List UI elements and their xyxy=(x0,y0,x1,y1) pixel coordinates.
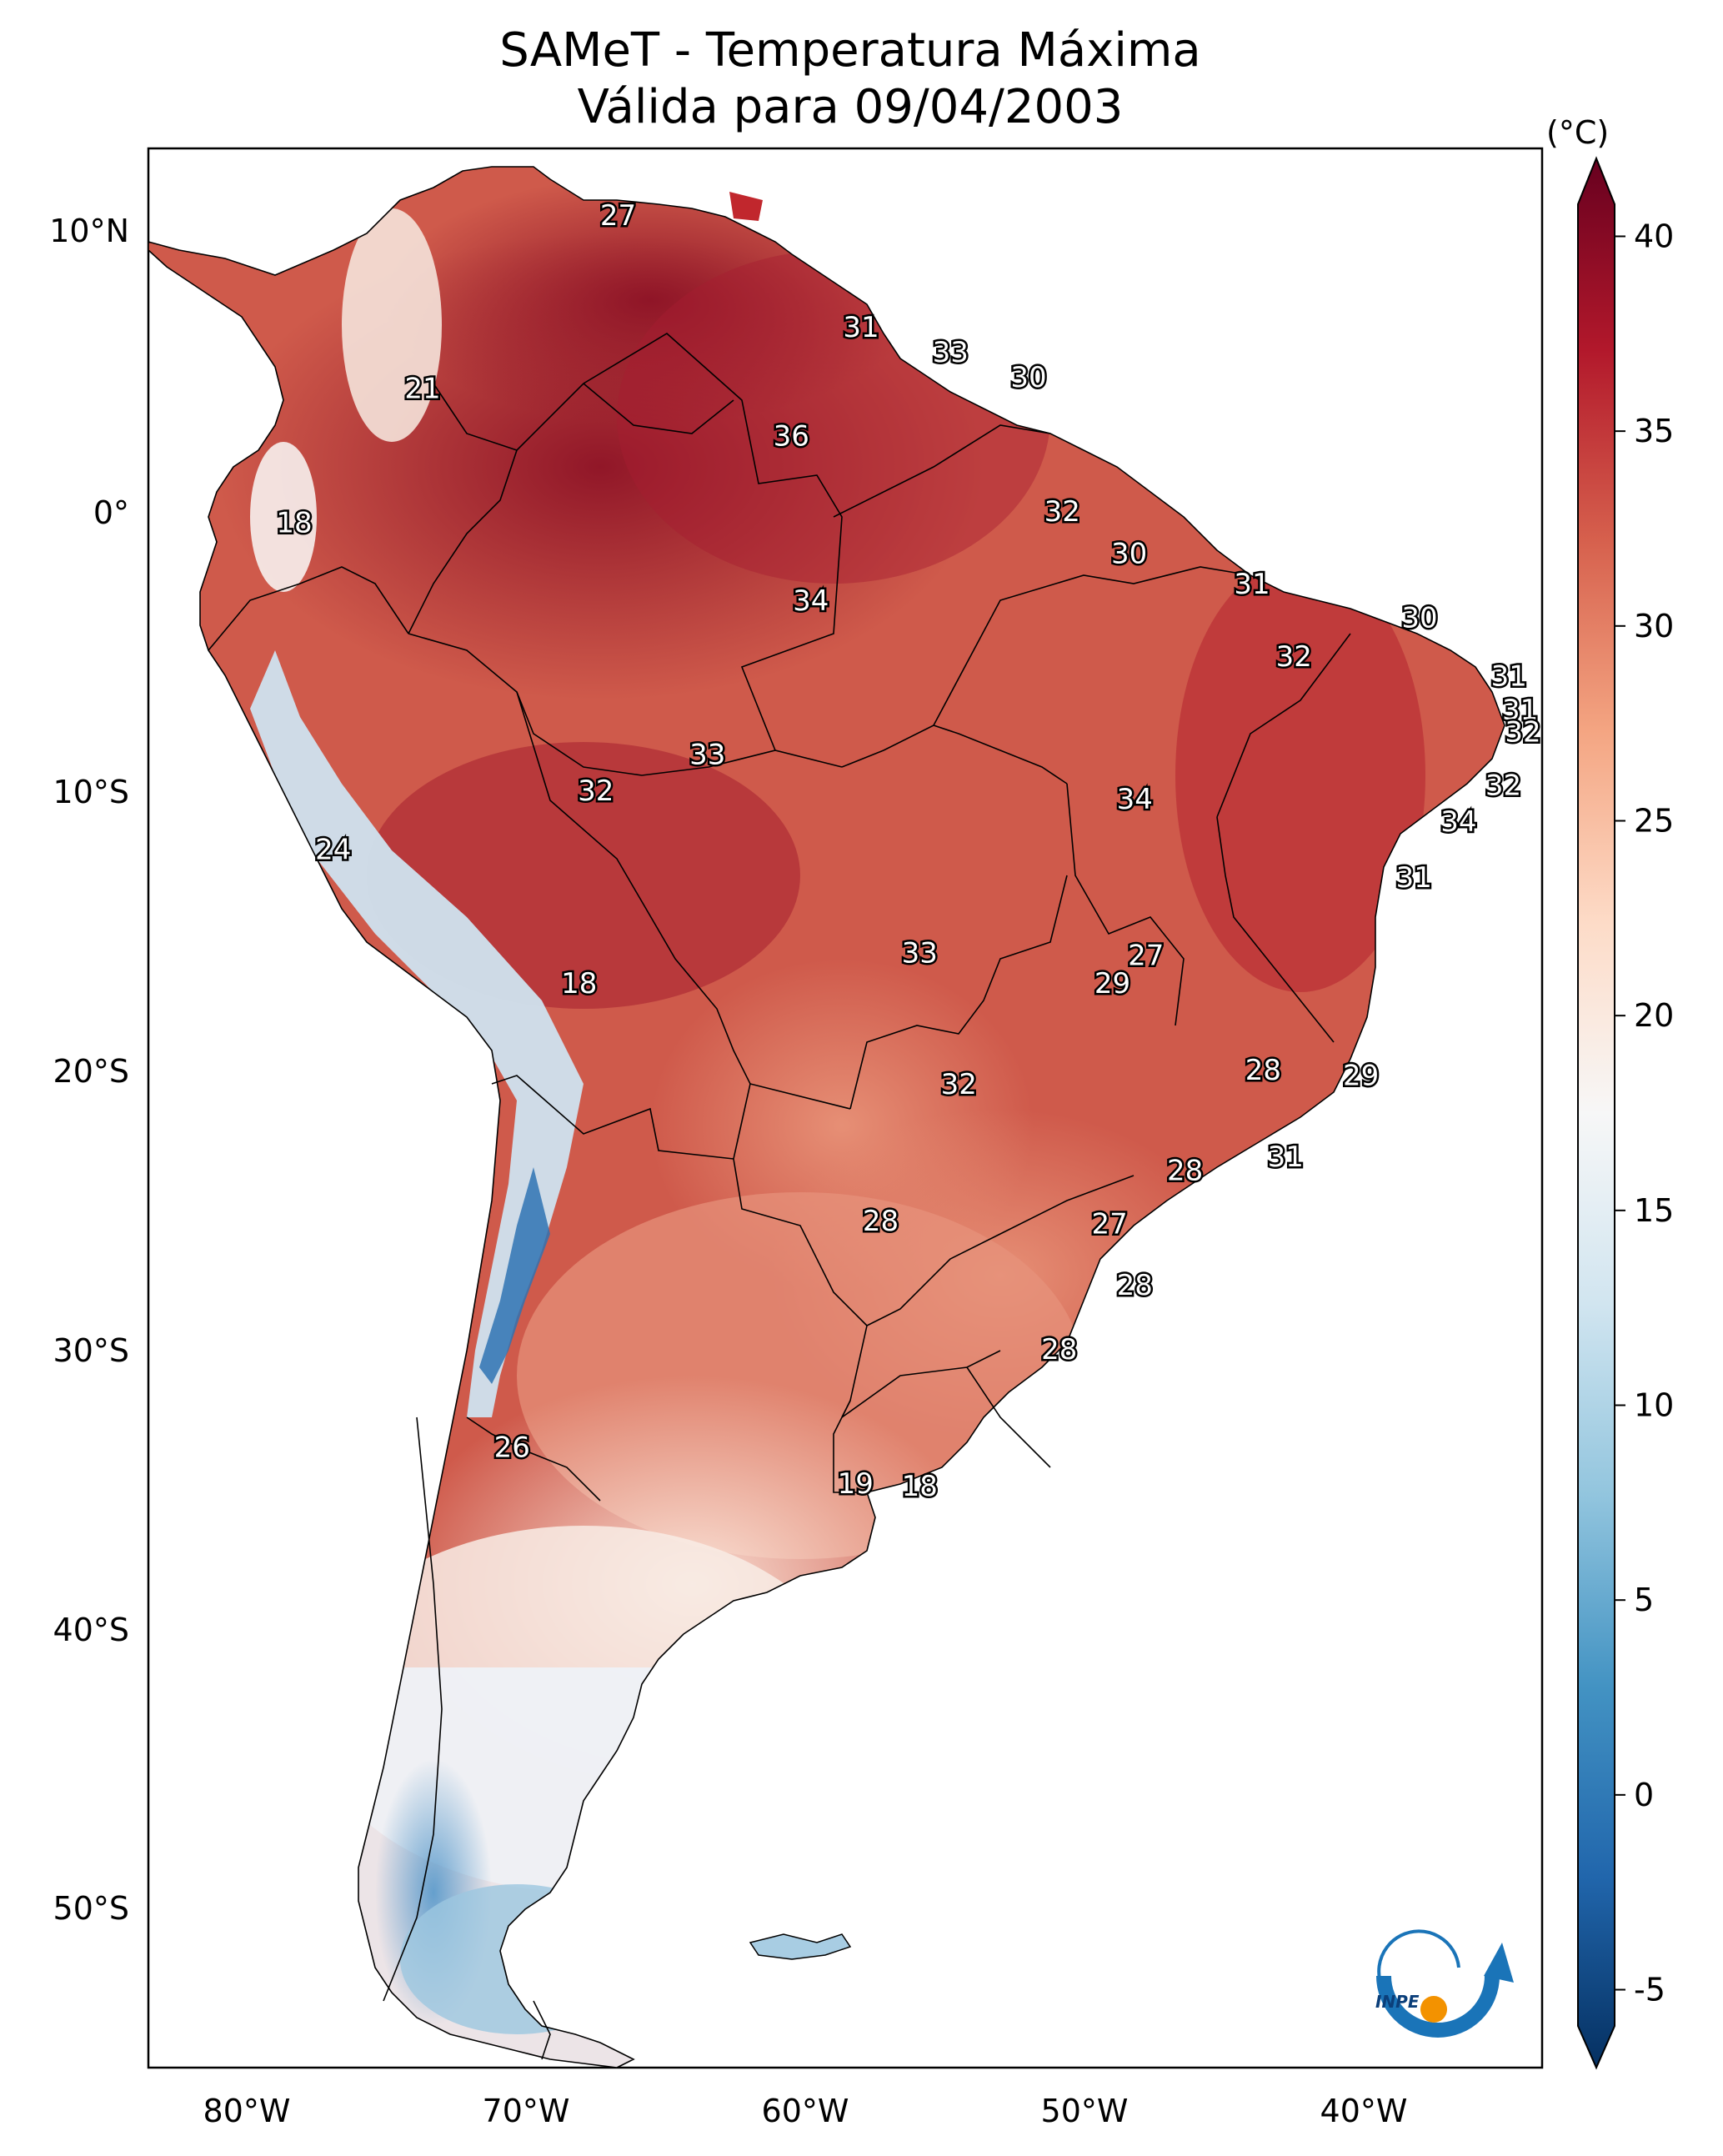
lon-label-60w: 60°W xyxy=(762,2093,849,2129)
lat-label-50s: 50°S xyxy=(53,1890,129,1927)
contour-label: 31 xyxy=(1396,861,1432,895)
contour-label: 33 xyxy=(689,738,725,771)
contour-label: 32 xyxy=(1505,716,1540,750)
contour-label: 31 xyxy=(1502,694,1538,727)
colorbar-tick-label: 25 xyxy=(1634,802,1674,839)
contour-label: 28 xyxy=(863,1205,899,1238)
colorbar-tick-label: 5 xyxy=(1634,1582,1654,1618)
contour-label: 18 xyxy=(561,967,597,1000)
colorbar-bar xyxy=(1577,156,1615,2070)
contour-label: 29 xyxy=(1343,1060,1379,1093)
contour-label: 32 xyxy=(578,775,614,808)
borders xyxy=(148,166,1505,2068)
contour-label: 26 xyxy=(494,1431,530,1464)
colorbar-tick-label: 20 xyxy=(1634,997,1674,1034)
colorbar: (°C) 40 35 30 25 20 15 10 5 0 -5 xyxy=(1546,114,1674,2070)
contour-label: 28 xyxy=(1167,1155,1203,1188)
contour-label: 32 xyxy=(1044,495,1080,529)
contour-label: 18 xyxy=(276,506,312,539)
contour-label: 34 xyxy=(1440,805,1476,839)
contour-label: 29 xyxy=(1094,967,1130,1000)
logo-swirl xyxy=(1377,1929,1460,2003)
lat-label-10n: 10°N xyxy=(49,213,129,249)
contour-label: 34 xyxy=(1117,783,1153,816)
lat-label-0: 0° xyxy=(93,494,129,531)
contour-label: 30 xyxy=(1401,601,1437,634)
contour-label: 32 xyxy=(1485,769,1521,802)
contour-label: 31 xyxy=(1234,568,1270,601)
colorbar-tick-label: 10 xyxy=(1634,1387,1674,1424)
logo-dot xyxy=(1420,1996,1447,2023)
contour-label: 31 xyxy=(1491,660,1527,694)
lon-label-80w: 80°W xyxy=(203,2093,291,2129)
map-title: SAMeT - Temperatura Máxima xyxy=(499,23,1201,78)
contour-label: 30 xyxy=(1010,361,1046,394)
lat-label-20s: 20°S xyxy=(53,1053,129,1090)
colorbar-ticks: 40 35 30 25 20 15 10 5 0 -5 xyxy=(1615,218,1674,2008)
inpe-logo: INPE xyxy=(1375,1929,1514,2038)
contour-label: 34 xyxy=(793,584,829,618)
contour-label: 31 xyxy=(1268,1141,1304,1174)
lat-label-30s: 30°S xyxy=(53,1332,129,1369)
colorbar-unit-label: (°C) xyxy=(1546,114,1609,151)
contour-label: 32 xyxy=(1276,640,1312,674)
colorbar-tick-label: 35 xyxy=(1634,413,1674,449)
contour-label: 28 xyxy=(1041,1333,1077,1366)
logo-arrow xyxy=(1484,1943,1514,1983)
contour-label: 27 xyxy=(1128,940,1164,973)
colorbar-tick-label: 15 xyxy=(1634,1192,1674,1229)
contour-label: 36 xyxy=(774,420,809,454)
colorbar-tick-label: 30 xyxy=(1634,608,1674,644)
colorbar-tick-label: 0 xyxy=(1634,1777,1654,1813)
lon-label-40w: 40°W xyxy=(1320,2093,1408,2129)
contour-label: 27 xyxy=(600,199,636,233)
lat-label-10s: 10°S xyxy=(53,774,129,810)
contour-label: 31 xyxy=(843,311,879,344)
lon-label-70w: 70°W xyxy=(483,2093,570,2129)
colorbar-tick-label: 40 xyxy=(1634,218,1674,254)
contour-label: 28 xyxy=(1117,1269,1153,1302)
lon-axis-labels: 80°W 70°W 60°W 50°W 40°W xyxy=(203,2093,1408,2129)
map-subtitle: Válida para 09/04/2003 xyxy=(577,80,1124,134)
contour-label: 28 xyxy=(1245,1054,1281,1087)
logo-text: INPE xyxy=(1375,1992,1420,2012)
contour-label: 32 xyxy=(941,1068,977,1101)
contour-label: 27 xyxy=(1091,1207,1127,1241)
contour-label: 33 xyxy=(933,336,969,369)
lon-label-50w: 50°W xyxy=(1041,2093,1129,2129)
lat-label-40s: 40°S xyxy=(53,1612,129,1648)
contour-label: 21 xyxy=(404,373,440,406)
contour-label: 33 xyxy=(902,936,938,970)
contour-label: 19 xyxy=(838,1467,874,1501)
colorbar-tick-label: -5 xyxy=(1634,1972,1665,2008)
contour-label: 18 xyxy=(902,1470,938,1503)
contour-label: 24 xyxy=(315,833,351,866)
contour-label: 30 xyxy=(1111,537,1147,570)
lat-axis-labels: 10°N 0° 10°S 20°S 30°S 40°S 50°S xyxy=(49,213,129,1927)
